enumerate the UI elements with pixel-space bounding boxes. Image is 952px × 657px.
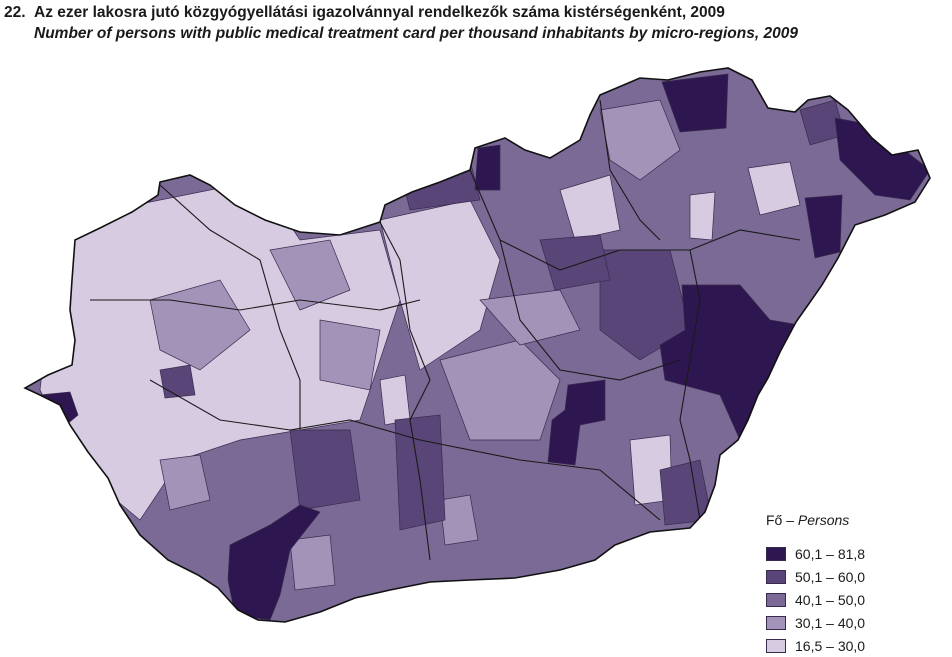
legend-label: 30,1 – 40,0: [795, 614, 866, 631]
legend-swatch: [766, 569, 786, 584]
region-patch: [394, 414, 446, 531]
legend-title: Fő – Persons: [766, 512, 850, 528]
region-darkest: [804, 194, 843, 259]
region-patch: [319, 319, 381, 391]
region-darkest-south: [227, 504, 321, 621]
region-darkest: [661, 73, 729, 133]
region-patch: [149, 279, 251, 371]
legend-label: 40,1 – 50,0: [795, 591, 866, 608]
figure-title: 22. Az ezer lakosra jutó közgyógyellátás…: [4, 2, 950, 44]
region-nyiregyhaza-light: [747, 161, 801, 216]
region-patch: [439, 339, 561, 441]
legend-item: 16,5 – 30,0: [766, 634, 946, 657]
region-light: [689, 191, 716, 241]
title-hungarian-line: 22. Az ezer lakosra jutó közgyógyellátás…: [4, 2, 950, 23]
legend-title-en: Persons: [797, 512, 850, 528]
region-patch: [289, 429, 361, 511]
legend-item: 50,1 – 60,0: [766, 565, 946, 588]
region-patch: [439, 494, 479, 546]
region-darkest: [547, 379, 606, 466]
county-borders: [90, 99, 801, 561]
region-patch: [479, 289, 581, 346]
legend-label: 16,5 – 30,0: [795, 637, 866, 654]
map-legend: Fő – Persons 60,1 – 81,8 50,1 – 60,0 40,…: [766, 512, 946, 657]
legend-swatch: [766, 592, 786, 607]
region-patch: [539, 234, 611, 291]
legend-swatch: [766, 615, 786, 630]
title-english: Number of persons with public medical tr…: [34, 25, 798, 42]
legend-label: 60,1 – 81,8: [795, 545, 866, 562]
micro-regions: [25, 68, 930, 622]
title-english-line: Number of persons with public medical tr…: [4, 23, 950, 44]
region-patch: [269, 239, 351, 311]
region-patch: [289, 534, 336, 591]
legend-item: 60,1 – 81,8: [766, 542, 946, 565]
figure-number: 22.: [4, 4, 26, 21]
legend-swatch: [766, 638, 786, 653]
title-hungarian: Az ezer lakosra jutó közgyógyellátási ig…: [34, 4, 725, 21]
region-darkest: [474, 144, 501, 191]
region-patch: [599, 99, 681, 181]
legend-item: 40,1 – 50,0: [766, 588, 946, 611]
region-miskolc-light: [559, 174, 621, 241]
region-patch: [159, 364, 196, 399]
region-patch: [159, 454, 211, 511]
legend-item: 30,1 – 40,0: [766, 611, 946, 634]
hungary-map-svg: [24, 67, 931, 623]
region-light: [379, 374, 411, 426]
choropleth-map: [0, 60, 952, 638]
legend-swatch: [766, 546, 786, 561]
legend-label: 50,1 – 60,0: [795, 568, 866, 585]
